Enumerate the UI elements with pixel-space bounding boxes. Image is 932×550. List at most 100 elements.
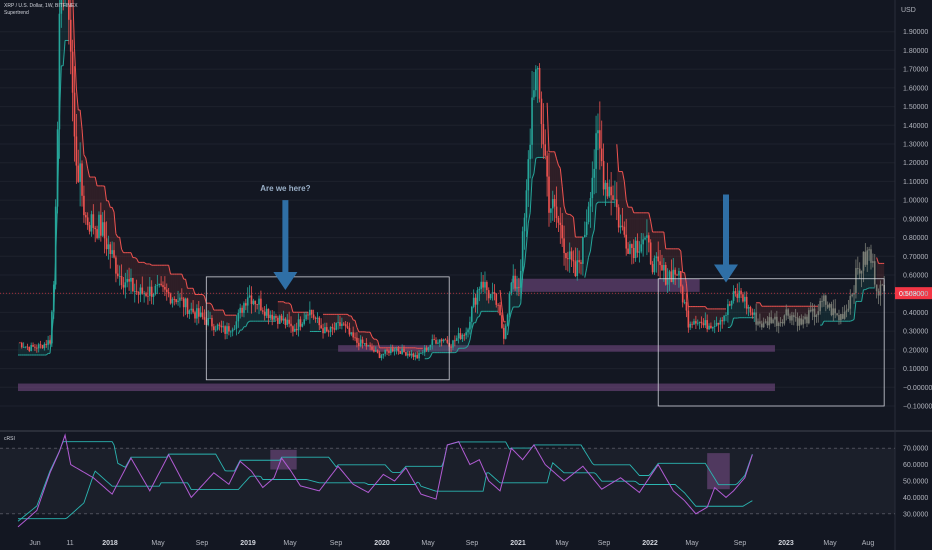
candle-body (879, 284, 882, 296)
candle-body (646, 235, 648, 238)
x-tick-label: Sep (330, 540, 343, 547)
supertrend-fill (61, 0, 64, 66)
supertrend-fill (709, 308, 711, 329)
candle-body (881, 284, 884, 286)
x-tick-label: May (283, 540, 297, 547)
candle-body (41, 344, 44, 349)
supertrend-segment (115, 233, 119, 238)
candle-body (632, 247, 635, 259)
y-tick-label: 0.60000 (903, 273, 928, 280)
candle-body (723, 315, 725, 322)
candle-body (388, 350, 390, 354)
y-tick-label: 1.20000 (903, 160, 928, 167)
candle-body (310, 309, 313, 315)
candle-body (433, 339, 435, 340)
candle-body (54, 206, 57, 285)
candle-body (862, 251, 865, 271)
candle-body (766, 321, 769, 326)
supertrend-segment (571, 215, 574, 218)
candle-body (211, 317, 213, 327)
supertrend-fill (661, 232, 664, 271)
supertrend-fill (65, 0, 67, 41)
supertrend-fill (550, 151, 553, 209)
candle-body (43, 343, 46, 349)
candle-body (495, 293, 498, 305)
candle-body (631, 244, 633, 248)
supertrend-fill (23, 346, 26, 356)
candle-body (698, 321, 701, 323)
supertrend-fill (535, 68, 538, 159)
supertrend-fill (673, 248, 676, 275)
candle-body (250, 295, 253, 304)
supertrend-fill (579, 237, 582, 264)
candle-body (815, 315, 818, 317)
candle-body (644, 237, 646, 240)
candle-body (674, 269, 676, 275)
candle-body (568, 251, 571, 260)
candle-body (115, 257, 117, 274)
supertrend-fill (21, 347, 24, 356)
candle-body (512, 275, 515, 283)
supertrend-segment (119, 237, 123, 250)
indicator-name: Supertrend (4, 10, 29, 16)
candle-body (269, 314, 272, 319)
candle-body (26, 346, 29, 348)
candle-body (425, 347, 428, 351)
candle-body (553, 199, 556, 207)
candle-body (840, 314, 842, 320)
candle-body (410, 353, 413, 356)
candle-body (320, 325, 322, 329)
candle-body (403, 348, 405, 353)
candle-body (427, 347, 430, 351)
candle-body (423, 347, 426, 353)
support-zone (18, 383, 775, 392)
supertrend-fill (34, 347, 37, 356)
supertrend-fill (825, 304, 828, 322)
candle-body (103, 222, 106, 239)
candle-body (47, 340, 49, 345)
candle-body (781, 322, 784, 324)
candle-body (734, 291, 737, 294)
crsi-y-tick-label: 50.0000 (903, 479, 928, 486)
candle-body (467, 329, 469, 333)
y-tick-label: 0.90000 (903, 216, 928, 223)
candle-body (431, 339, 434, 345)
candle-body (179, 297, 181, 301)
candle-body (374, 350, 377, 352)
candle-body (706, 320, 708, 330)
candle-body (165, 289, 168, 292)
supertrend-fill (178, 274, 180, 301)
candle-body (696, 322, 699, 324)
supertrend-fill (315, 317, 318, 332)
candle-body (130, 277, 132, 282)
candle-body (207, 318, 209, 325)
candle-body (459, 333, 462, 340)
candle-body (476, 290, 479, 305)
supertrend-segment (121, 248, 124, 253)
supertrend-fill (748, 307, 751, 318)
supertrend-fill (767, 306, 770, 326)
current-price-tag (895, 287, 932, 300)
y-tick-label: 1.40000 (903, 123, 928, 130)
supertrend-fill (409, 347, 412, 356)
candle-body (523, 217, 526, 232)
annotation-label: Are we here? (260, 184, 310, 193)
supertrend-fill (262, 311, 265, 322)
supertrend-fill (552, 151, 555, 207)
supertrend-fill (778, 306, 781, 323)
candle-body (435, 339, 437, 344)
supertrend-segment (429, 352, 433, 357)
candle-body (870, 249, 872, 263)
candle-body (77, 165, 80, 182)
candle-body (301, 323, 304, 327)
candle-body (578, 260, 580, 263)
candle-body (297, 319, 300, 331)
supertrend-segment (563, 205, 567, 214)
x-tick-label: 11 (66, 540, 73, 547)
supertrend-segment (648, 212, 652, 222)
supertrend-segment (616, 144, 620, 172)
supertrend-segment (650, 220, 654, 233)
supertrend-fill (394, 347, 397, 351)
x-tick-label: Jun (29, 540, 40, 547)
candle-body (267, 308, 270, 319)
